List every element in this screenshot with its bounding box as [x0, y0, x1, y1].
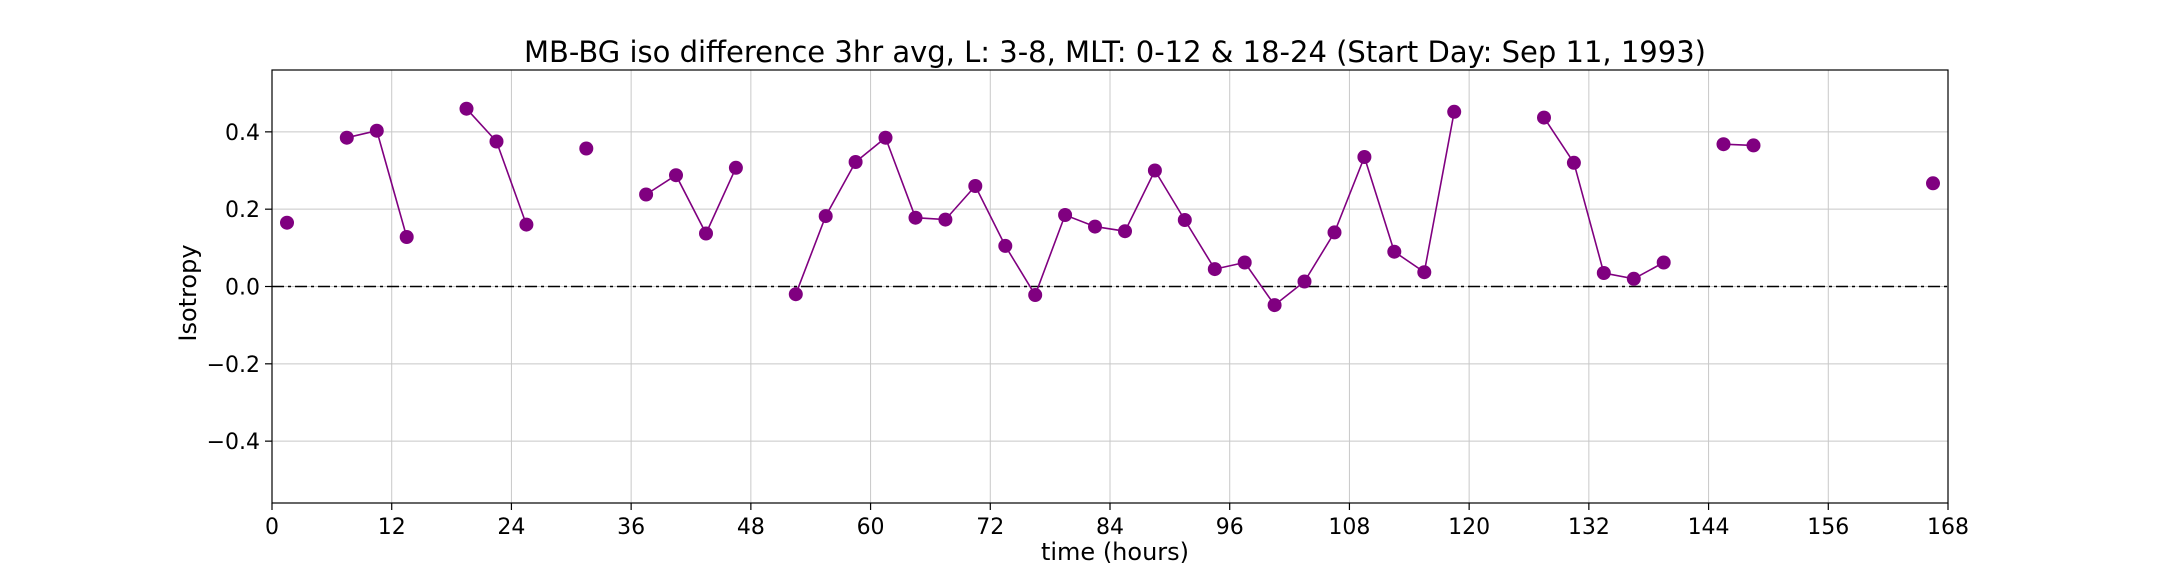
x-tick-label: 84 [1096, 515, 1124, 540]
data-point [1058, 208, 1073, 222]
data-point [280, 215, 294, 230]
series-line-segment [645, 167, 737, 236]
x-tick-label: 144 [1688, 515, 1730, 540]
x-tick-label: 60 [857, 515, 885, 540]
axis-ticks [265, 131, 1949, 510]
y-tick-labels: −0.4 −0.2 0.0 0.2 0.4 [207, 121, 260, 455]
data-point [1357, 150, 1372, 164]
y-tick-label: 0.4 [225, 121, 260, 146]
y-axis-label: Isotropy [174, 244, 202, 341]
data-point [728, 160, 743, 175]
data-point [1417, 265, 1432, 280]
data-point [1207, 262, 1222, 277]
data-point [1327, 225, 1342, 240]
data-point [1088, 219, 1102, 234]
data-point [1177, 213, 1192, 227]
data-point [1596, 266, 1611, 280]
data-point [1656, 255, 1671, 270]
data-point [1028, 288, 1043, 302]
x-tick-label: 36 [617, 515, 645, 540]
x-tick-label: 96 [1216, 515, 1244, 540]
data-point [938, 212, 953, 227]
data-point [1297, 274, 1312, 289]
x-tick-label: 108 [1328, 515, 1370, 540]
data-point [788, 287, 803, 302]
data-point [519, 217, 534, 232]
series-lines [346, 108, 1754, 307]
y-tick-label: −0.2 [207, 353, 260, 378]
data-point [339, 130, 354, 145]
data-point [699, 226, 713, 241]
x-tick-label: 132 [1568, 515, 1610, 540]
data-point [1267, 298, 1282, 313]
data-point [1537, 110, 1551, 125]
data-point [1387, 244, 1402, 259]
series-line-segment [1543, 117, 1665, 280]
x-tick-label: 120 [1448, 515, 1490, 540]
data-point [1147, 163, 1162, 178]
x-tick-label: 48 [737, 515, 765, 540]
data-point [579, 141, 594, 156]
series-line-segment [465, 108, 528, 225]
data-point [399, 230, 414, 244]
series-line-segment [346, 129, 408, 238]
data-point [369, 123, 384, 138]
data-point [1746, 138, 1761, 153]
x-tick-label: 156 [1807, 515, 1849, 540]
x-tick-labels: 0 12 24 36 48 60 72 84 96 108 120 132 144 156 168 [265, 515, 1969, 540]
data-point [968, 179, 983, 193]
data-point [908, 210, 923, 225]
data-point [998, 238, 1013, 253]
series-line-segment [795, 111, 1455, 307]
data-point [1237, 255, 1252, 270]
y-tick-label: 0.0 [225, 276, 260, 301]
data-point [818, 209, 833, 224]
data-point [1566, 155, 1581, 170]
data-point [639, 187, 654, 202]
data-point [878, 130, 893, 145]
x-tick-label: 168 [1927, 515, 1969, 540]
data-point [1626, 271, 1641, 286]
data-point [669, 168, 683, 183]
data-points [280, 101, 1940, 313]
data-point [489, 134, 504, 149]
data-point [848, 155, 863, 169]
data-point [459, 101, 474, 116]
x-axis-label: time (hours) [1041, 538, 1189, 566]
data-point [1118, 224, 1132, 239]
chart-title: MB-BG iso difference 3hr avg, L: 3-8, ML… [524, 35, 1706, 69]
data-point [1716, 137, 1731, 152]
x-tick-label: 24 [497, 515, 525, 540]
y-tick-label: 0.2 [225, 198, 260, 223]
data-point [1926, 176, 1940, 191]
x-tick-label: 72 [976, 515, 1004, 540]
data-point [1447, 104, 1462, 119]
x-tick-label: 12 [378, 515, 406, 540]
y-tick-label: −0.4 [207, 430, 260, 455]
x-tick-label: 0 [265, 515, 279, 540]
